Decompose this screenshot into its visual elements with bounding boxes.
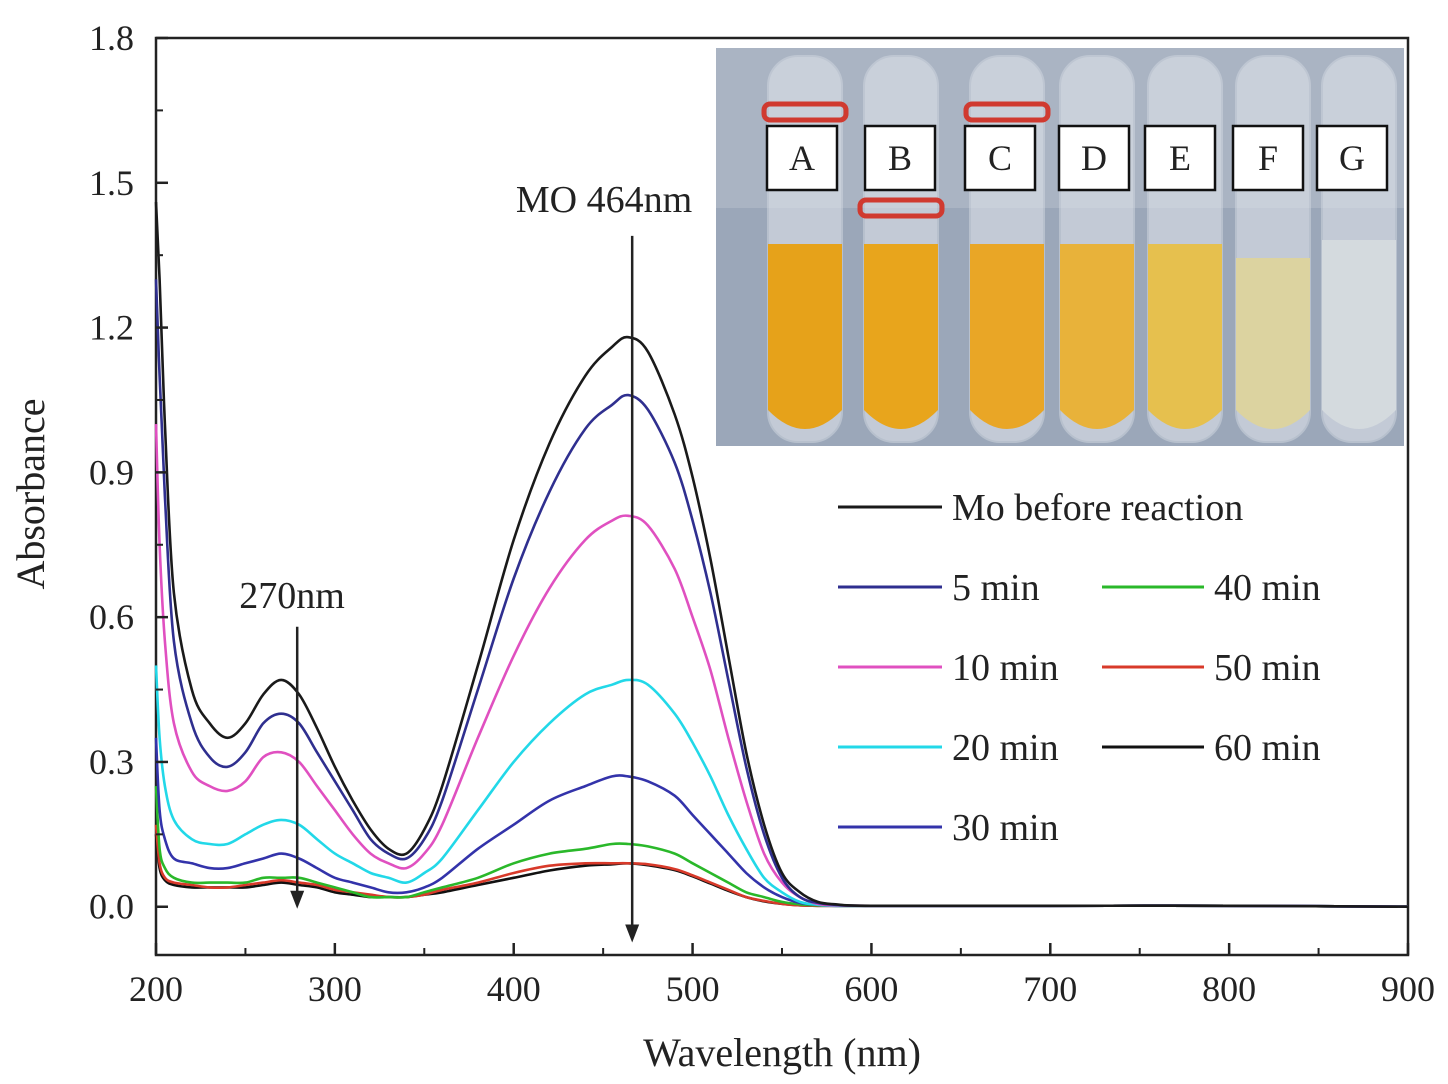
tube-label-box [963,124,1037,192]
annotation-270nm: 270nm [239,575,345,617]
annotation-arrow-head [625,924,640,943]
series-layer [154,202,1409,908]
tube-label-d: D [1081,138,1107,178]
x-tick-label: 800 [1202,969,1256,1009]
x-tick-label: 600 [844,969,898,1009]
y-tick-label: 1.8 [89,18,134,58]
x-tick-label: 400 [487,969,541,1009]
tube-label-box [1315,124,1389,192]
legend: Mo before reaction 5 min 10 min 20 min 3… [838,487,1321,849]
tube-liquid [1236,258,1310,429]
x-tick-label: 200 [129,969,183,1009]
annotation-mo-464nm: MO 464nm [516,179,692,221]
y-tick-label: 0.3 [89,742,134,782]
x-tick-label: 900 [1381,969,1435,1009]
tube-label-box [765,124,839,192]
tube-label-b: B [888,138,912,178]
tube-liquid [768,244,842,429]
tube-label-c: C [988,138,1012,178]
legend-label-50min: 50 min [1214,647,1321,689]
tube-liquid [864,244,938,429]
tube-red-tape [857,197,945,219]
tube-liquid [1322,240,1396,429]
tube-label-g: G [1339,138,1365,178]
inset-photo: A B C D E F G [716,48,1404,446]
tube-label-a: A [789,138,815,178]
tube-red-tape [963,101,1051,123]
tubes-layer: A B C D E F G [761,55,1397,443]
tube-label-e: E [1169,138,1191,178]
y-tick-label: 0.6 [89,597,134,637]
tube-liquid [970,244,1044,429]
series-line-5-min [154,279,1409,908]
x-axis-title: Wavelength (nm) [643,1030,921,1075]
tube-red-tape [761,101,849,123]
tube-label-box [1057,124,1131,192]
legend-label-mo-before: Mo before reaction [952,487,1243,529]
annotation-layer: 270nm MO 464nm [239,179,692,943]
tube-label-f: F [1258,138,1278,178]
series-line-mo-before-reaction [154,202,1409,908]
legend-label-10min: 10 min [952,647,1059,689]
legend-label-60min: 60 min [1214,727,1321,769]
x-tick-label: 700 [1023,969,1077,1009]
tube-label-box [1143,124,1217,192]
y-axis-title: Absorbance [8,398,53,589]
y-tick-label: 1.5 [89,163,134,203]
legend-label-5min: 5 min [952,567,1040,609]
tick-layer: 200 300 400 500 600 700 800 900 0.0 0.3 0.6 0.9 1.2 1… [89,18,1435,1009]
x-tick-label: 300 [308,969,362,1009]
x-tick-label: 500 [666,969,720,1009]
y-tick-label: 1.2 [89,308,134,348]
y-tick-label: 0.9 [89,452,134,492]
y-tick-label: 0.0 [89,887,134,927]
tube-liquid [1060,244,1134,429]
tube-label-box [1231,124,1305,192]
legend-label-20min: 20 min [952,727,1059,769]
tube-liquid [1148,244,1222,429]
legend-label-30min: 30 min [952,807,1059,849]
annotation-arrow-head [290,890,305,909]
tube-label-box [863,124,937,192]
legend-label-40min: 40 min [1214,567,1321,609]
